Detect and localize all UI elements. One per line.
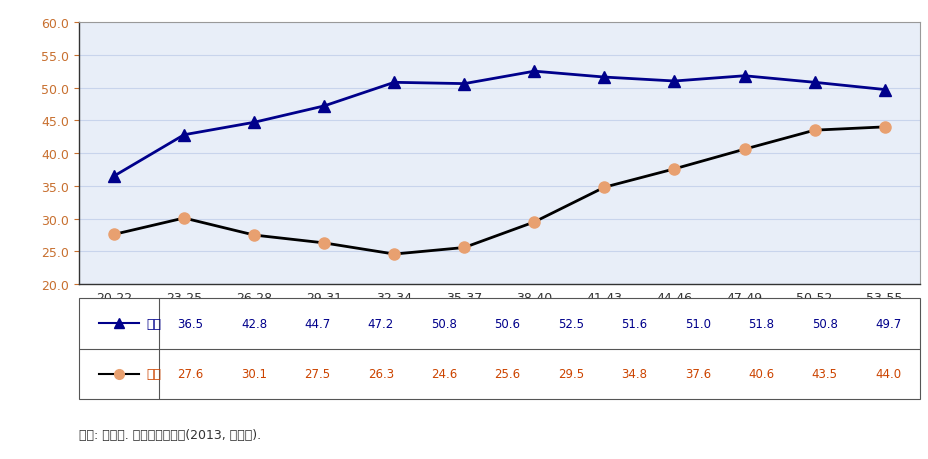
- Text: 남자: 남자: [147, 317, 161, 330]
- Text: 25.6: 25.6: [494, 368, 520, 381]
- Text: 30.1: 30.1: [240, 368, 266, 381]
- Text: 51.8: 51.8: [747, 317, 773, 330]
- Text: 50.8: 50.8: [431, 317, 457, 330]
- Text: 27.5: 27.5: [304, 368, 330, 381]
- Text: 34.8: 34.8: [621, 368, 647, 381]
- Text: 24.6: 24.6: [431, 368, 457, 381]
- Text: 47.2: 47.2: [367, 317, 393, 330]
- Text: 51.0: 51.0: [684, 317, 710, 330]
- Text: 44.0: 44.0: [874, 368, 900, 381]
- Text: 44.7: 44.7: [303, 317, 330, 330]
- Text: 43.5: 43.5: [811, 368, 837, 381]
- Text: 29.5: 29.5: [558, 368, 584, 381]
- Text: 50.8: 50.8: [811, 317, 837, 330]
- Text: 26.3: 26.3: [367, 368, 393, 381]
- Text: 40.6: 40.6: [747, 368, 773, 381]
- Text: 52.5: 52.5: [558, 317, 584, 330]
- Text: 42.8: 42.8: [240, 317, 266, 330]
- Text: 36.5: 36.5: [177, 317, 203, 330]
- Text: 49.7: 49.7: [874, 317, 900, 330]
- Text: 50.6: 50.6: [494, 317, 520, 330]
- Text: 27.6: 27.6: [177, 368, 203, 381]
- Text: 여자: 여자: [147, 368, 161, 381]
- Text: 51.6: 51.6: [621, 317, 647, 330]
- Text: 자료: 통계청. 지역별고용조사(2013, 상반기).: 자료: 통계청. 지역별고용조사(2013, 상반기).: [79, 428, 261, 441]
- Text: 37.6: 37.6: [684, 368, 710, 381]
